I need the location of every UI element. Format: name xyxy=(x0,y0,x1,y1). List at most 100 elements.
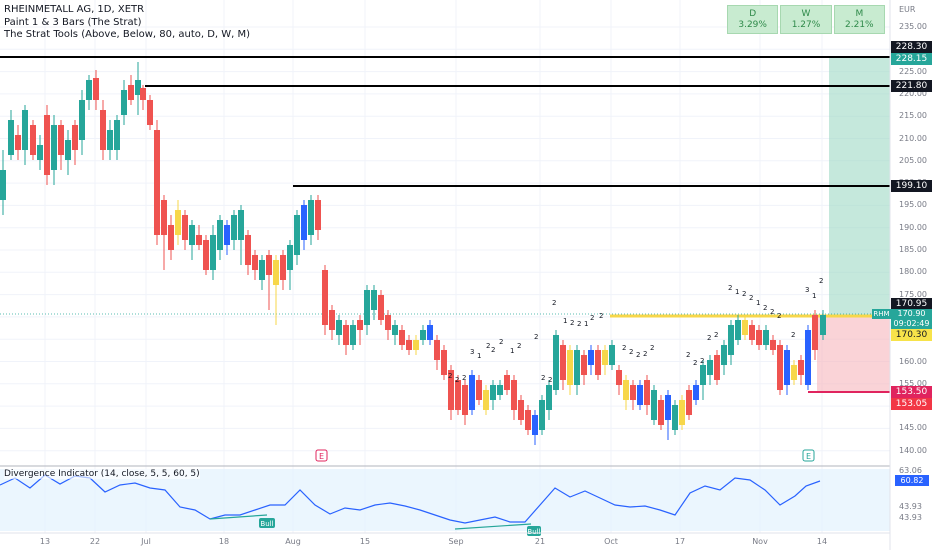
divergence-indicator-title[interactable]: Divergence Indicator (14, close, 5, 5, 6… xyxy=(4,469,200,479)
candle-body xyxy=(497,385,503,395)
strat-number: 2 xyxy=(622,344,626,352)
earnings-marker-aug-label: E xyxy=(319,452,324,461)
candle-body xyxy=(135,80,141,95)
rsi-value-badge: 60.82 xyxy=(895,475,929,486)
candle-body xyxy=(378,295,384,320)
candle-body xyxy=(329,310,335,330)
candle-body xyxy=(637,385,643,405)
candle-body xyxy=(252,255,258,270)
candle-body xyxy=(574,350,580,385)
candle-body xyxy=(399,330,405,345)
strat-number: 2 xyxy=(462,374,466,382)
strat-number: 2 xyxy=(629,348,633,356)
candle-body xyxy=(114,120,120,150)
earnings-marker-nov[interactable] xyxy=(802,449,815,462)
candle-body xyxy=(532,415,538,435)
candle-body xyxy=(525,410,531,430)
strat-number: 2 xyxy=(650,344,654,352)
label-153-05: 153.05 xyxy=(891,398,932,410)
candle-body xyxy=(511,380,517,410)
study-paint-bars[interactable]: Paint 1 & 3 Bars (The Strat) xyxy=(4,17,142,28)
strat-number: 2 xyxy=(541,374,545,382)
price-tick: 140.00 xyxy=(899,445,927,455)
candle-body xyxy=(371,290,377,310)
price-tick: 210.00 xyxy=(899,133,927,143)
candle-body xyxy=(595,350,601,375)
ftfc-panel: D 3.29% W 1.27% M 2.21% xyxy=(727,5,885,34)
strat-number: 2 xyxy=(693,359,697,367)
candle-body xyxy=(30,125,36,155)
candle-body xyxy=(217,220,223,250)
candle-body xyxy=(51,125,57,170)
candle-body xyxy=(350,325,356,345)
candle-body xyxy=(441,350,447,375)
bull-divergence-1 xyxy=(209,514,268,520)
candle-body xyxy=(287,245,293,270)
rsi-level-43-a: 43.93 xyxy=(899,502,922,511)
candle-body xyxy=(273,260,279,285)
price-tick: 235.00 xyxy=(899,22,927,31)
earnings-marker-aug[interactable] xyxy=(315,449,328,462)
candle-body xyxy=(770,340,776,350)
candle-body xyxy=(609,345,615,365)
candle-body xyxy=(560,345,566,380)
bull-label-2: Bull xyxy=(527,528,540,536)
strat-number: 2 xyxy=(742,290,746,298)
candle-body xyxy=(427,325,433,340)
candle-body xyxy=(784,350,790,385)
candle-body xyxy=(100,110,106,150)
price-tick: 215.00 xyxy=(899,111,927,121)
candle-body xyxy=(72,125,78,150)
candle-body xyxy=(364,290,370,325)
countdown-timer: 09:02:49 xyxy=(893,319,930,328)
candle-body xyxy=(742,320,748,335)
candle-body xyxy=(616,370,622,385)
strat-number: 1 xyxy=(584,320,588,328)
time-tick: 22 xyxy=(89,537,101,546)
candle-body xyxy=(476,380,482,400)
candle-body xyxy=(763,330,769,345)
strat-number: 2 xyxy=(707,334,711,342)
strat-number: 2 xyxy=(486,342,490,350)
chart-title[interactable]: RHEINMETALL AG, 1D, XETR xyxy=(4,4,145,15)
time-tick: 14 xyxy=(816,537,828,546)
candle-body xyxy=(161,200,167,235)
candle-body xyxy=(679,400,685,425)
strat-number: 2 xyxy=(636,351,640,359)
candle-body xyxy=(224,225,230,245)
candle-body xyxy=(462,385,468,415)
candle-body xyxy=(448,370,454,410)
strat-number: 2 xyxy=(791,331,795,339)
candle-body xyxy=(567,350,573,385)
candle-body xyxy=(602,350,608,365)
time-tick: Aug xyxy=(285,537,301,546)
candle-body xyxy=(22,110,28,150)
candle-body xyxy=(140,88,146,100)
candle-body xyxy=(581,355,587,375)
label-199-10: 199.10 xyxy=(891,180,932,192)
label-153-50: 153.50 xyxy=(891,386,932,398)
currency-label: EUR xyxy=(899,5,916,14)
candle-body xyxy=(420,330,426,340)
rsi-level-63: 63.06 xyxy=(899,466,922,475)
time-tick: 18 xyxy=(218,537,230,546)
candle-body xyxy=(672,405,678,430)
candle-body xyxy=(44,115,50,175)
ftfc-weekly: W 1.27% xyxy=(780,5,832,34)
candle-body xyxy=(700,365,706,385)
candle-body xyxy=(756,330,762,345)
candle-body xyxy=(714,355,720,380)
study-strat-tools[interactable]: The Strat Tools (Above, Below, 80, auto,… xyxy=(4,29,251,40)
candle-body xyxy=(107,130,113,150)
candle-body xyxy=(8,120,14,155)
strat-number: 2 xyxy=(448,372,452,380)
candle-body xyxy=(245,235,251,265)
candle-body xyxy=(413,340,419,350)
strat-number: 2 xyxy=(534,333,538,341)
candle-body xyxy=(336,320,342,335)
strat-number: 1 xyxy=(735,288,739,296)
strat-number: 2 xyxy=(728,284,732,292)
rsi-level-43-b: 43.93 xyxy=(899,513,922,522)
strat-number: 2 xyxy=(499,338,503,346)
